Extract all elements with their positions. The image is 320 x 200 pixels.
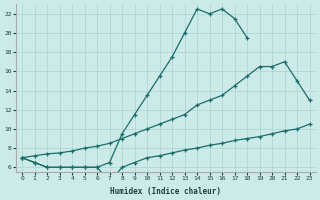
X-axis label: Humidex (Indice chaleur): Humidex (Indice chaleur) (110, 187, 221, 196)
